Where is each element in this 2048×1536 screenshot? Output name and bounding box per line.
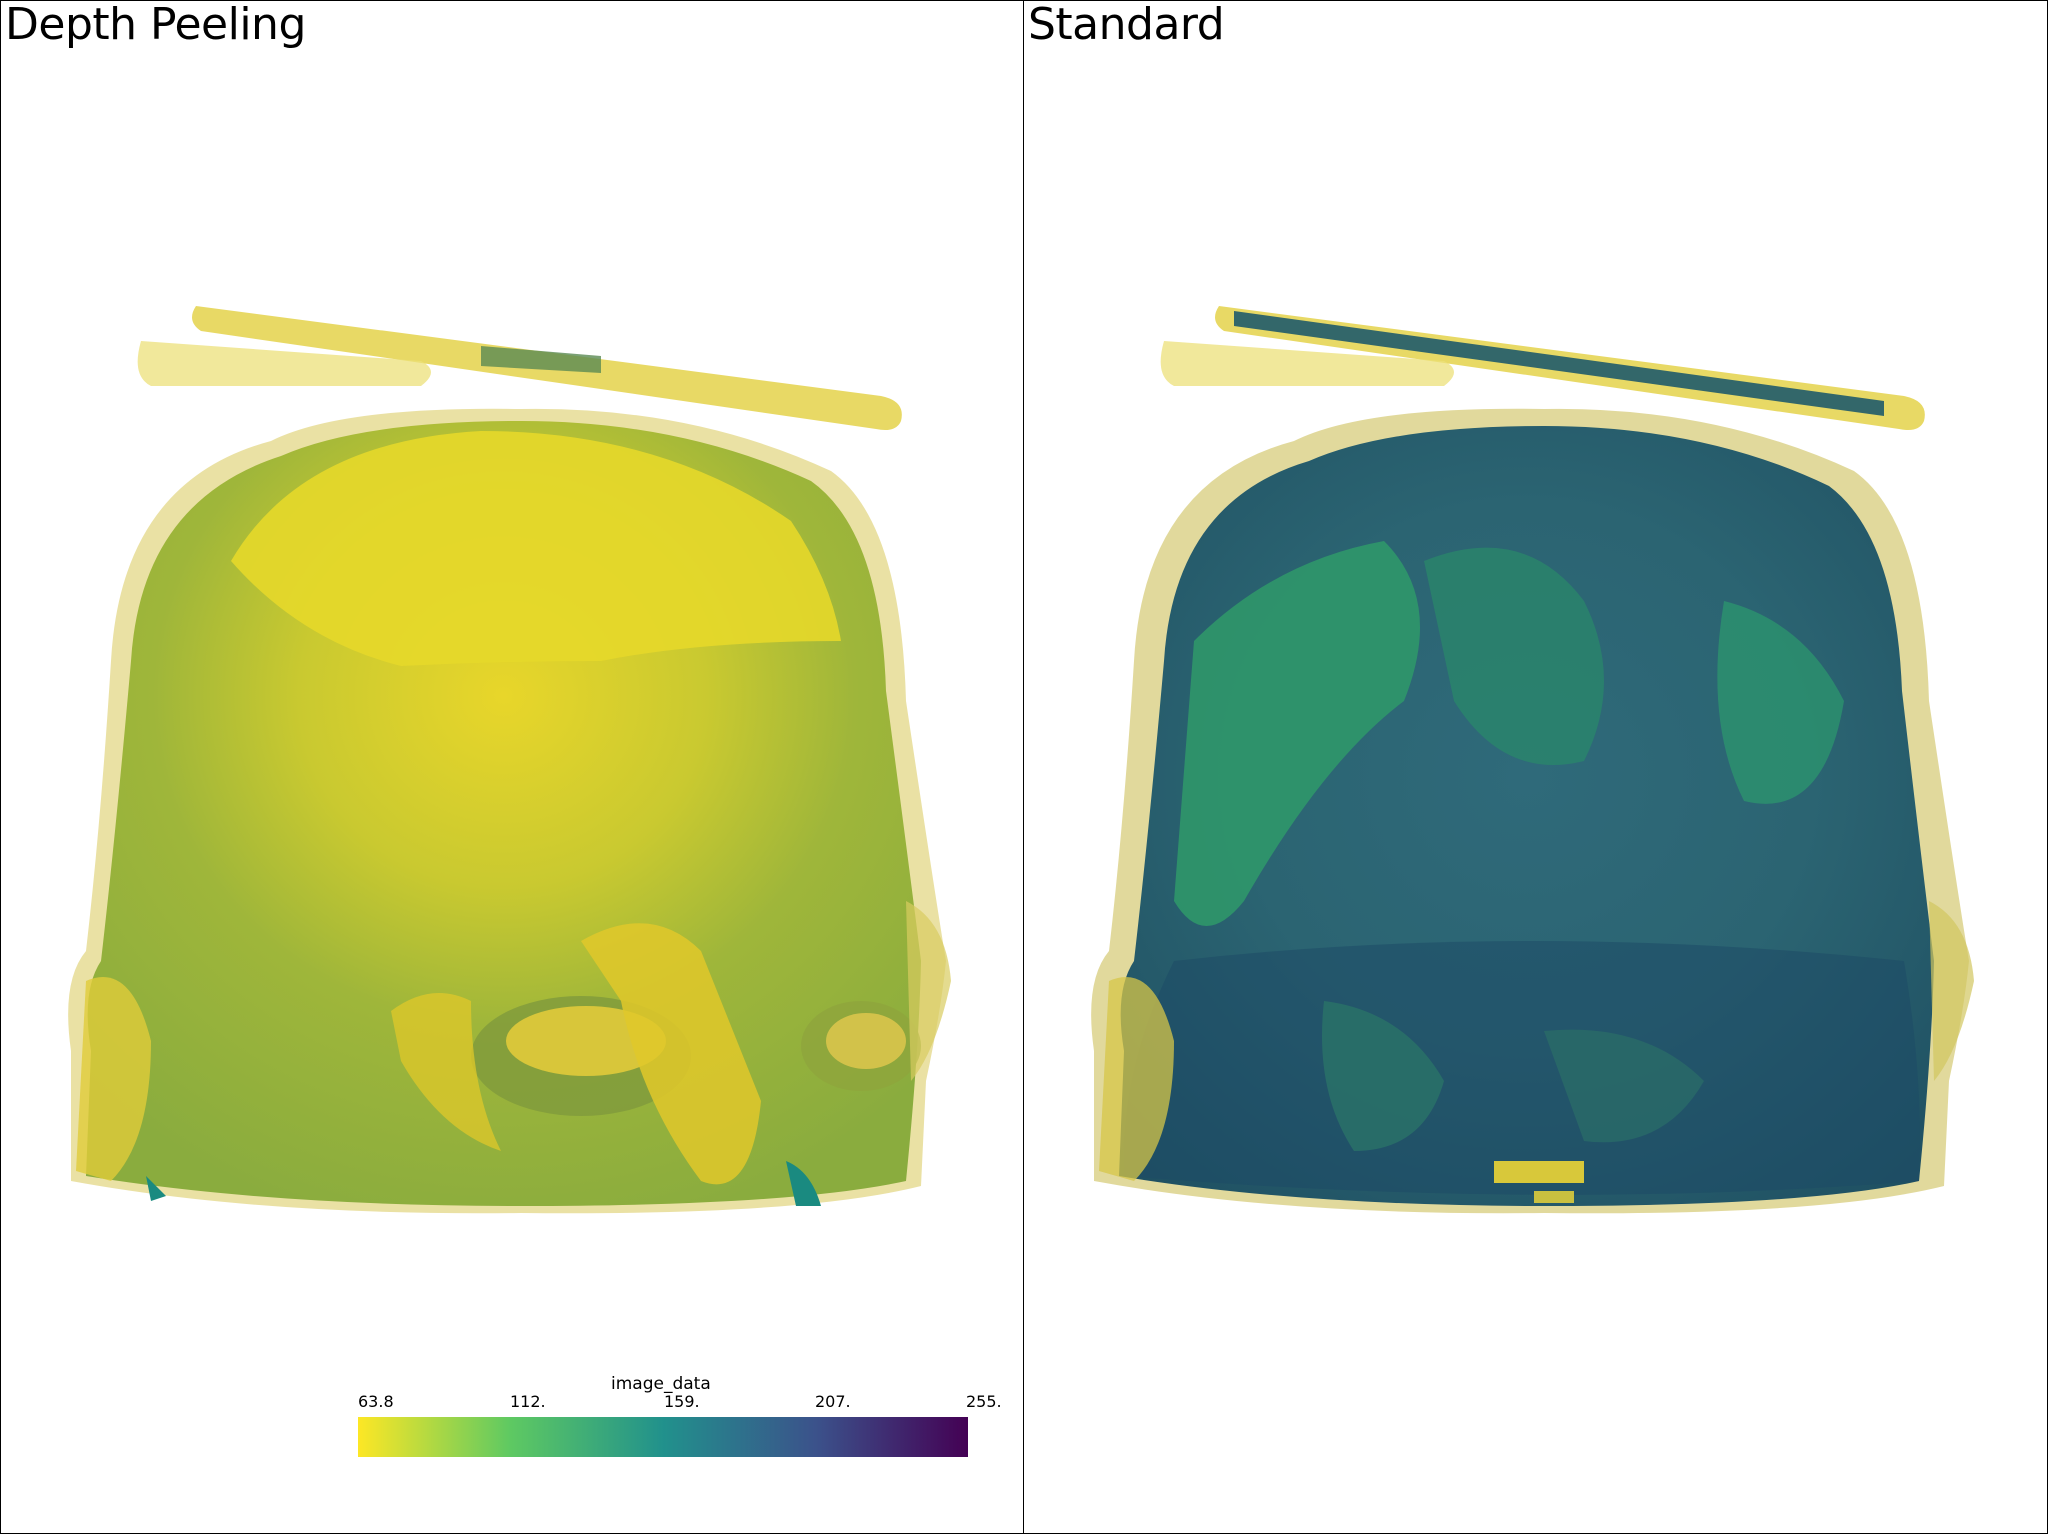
nose-patch bbox=[581, 923, 761, 1185]
teal-spot bbox=[786, 1161, 821, 1206]
scalar-bar-tick: 207. bbox=[815, 1392, 851, 1411]
yellow-spot-2 bbox=[1534, 1191, 1574, 1203]
head-render-standard bbox=[1091, 306, 1974, 1214]
yellow-spot bbox=[1494, 1161, 1584, 1183]
scalar-bar-tick: 63.8 bbox=[358, 1392, 394, 1411]
scalar-bar-tick: 112. bbox=[510, 1392, 546, 1411]
lower-rod bbox=[137, 341, 431, 386]
viewport-title: Standard bbox=[1028, 0, 1225, 50]
upper-rod-core bbox=[1234, 311, 1884, 416]
rod-shadow bbox=[481, 346, 601, 373]
scalar-bar-title: image_data bbox=[611, 1374, 711, 1394]
forehead-patch bbox=[231, 431, 841, 666]
ear-left bbox=[1099, 977, 1174, 1181]
green-patch-2 bbox=[1424, 547, 1604, 765]
scalar-bar-tick: 159. bbox=[664, 1392, 700, 1411]
viewport-depth-peeling[interactable]: Depth Peeling bbox=[0, 0, 1024, 1534]
lower-rod bbox=[1160, 341, 1454, 386]
right-eye bbox=[826, 1013, 906, 1069]
ear-right bbox=[906, 901, 951, 1081]
scalar-bar-gradient bbox=[358, 1417, 968, 1457]
dark-lower-band bbox=[1123, 941, 1920, 1195]
teal-spot-2 bbox=[146, 1176, 166, 1201]
ear-left bbox=[76, 977, 151, 1181]
green-patch-3 bbox=[1717, 601, 1844, 804]
ear-right bbox=[1929, 901, 1974, 1081]
green-patch bbox=[1174, 541, 1420, 926]
viewport-standard[interactable]: Standard bbox=[1023, 0, 2048, 1534]
left-eye bbox=[506, 1006, 666, 1076]
head-render-depth-peeling bbox=[68, 306, 951, 1214]
scalar-bar-tick: 255. bbox=[966, 1392, 1002, 1411]
viewport-title: Depth Peeling bbox=[5, 0, 306, 50]
cheek-patch bbox=[391, 993, 501, 1151]
